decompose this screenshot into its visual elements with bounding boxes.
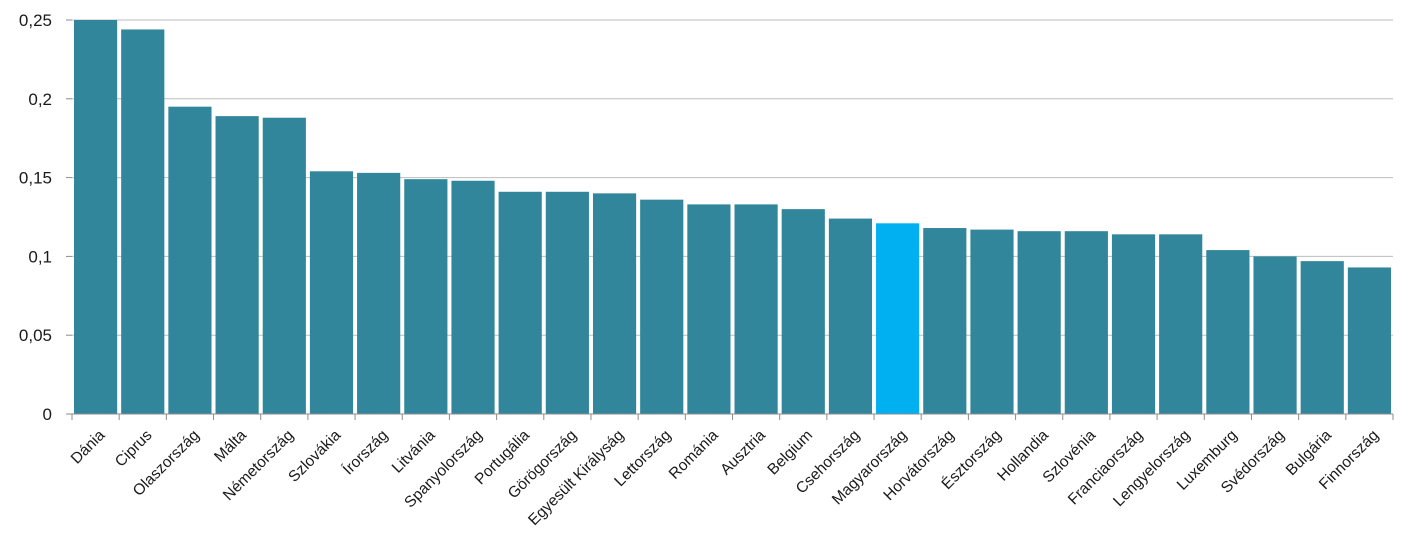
bar (1159, 234, 1203, 414)
bar (1253, 256, 1297, 414)
bar (781, 209, 825, 414)
x-category-label: Szlovákia (285, 427, 344, 486)
bar (215, 116, 259, 415)
bar (734, 204, 778, 414)
bar (592, 193, 637, 414)
bar (498, 191, 542, 414)
bar (545, 191, 589, 414)
y-tick-label: 0,2 (28, 90, 52, 109)
y-tick-label: 0 (43, 405, 52, 424)
bar (451, 180, 495, 414)
x-category-label: Málta (211, 427, 250, 466)
bar (168, 106, 212, 415)
bar (876, 223, 920, 414)
x-category-label: Írország (340, 427, 392, 479)
x-axis (71, 413, 1394, 420)
bar (262, 117, 306, 414)
bar (923, 228, 967, 414)
bar (1206, 250, 1250, 414)
bar (357, 172, 401, 414)
x-category-label: Ausztria (717, 427, 769, 479)
bar (1111, 234, 1156, 414)
bar (404, 179, 448, 414)
bar (687, 204, 731, 414)
bar (828, 218, 873, 414)
x-category-label: Dánia (68, 427, 109, 468)
bars (74, 20, 1391, 415)
bar (121, 29, 165, 415)
x-category-label: Románia (666, 427, 722, 483)
y-tick-label: 0,25 (19, 11, 52, 30)
bar (970, 229, 1014, 414)
bar (1017, 231, 1061, 414)
y-axis-tick-labels: 0 0,05 0,1 0,15 0,2 0,25 (19, 11, 72, 424)
bar (309, 171, 354, 414)
x-category-label: Ciprus (112, 427, 156, 471)
bar (74, 20, 118, 414)
y-tick-label: 0,1 (28, 247, 52, 266)
bar (1064, 231, 1108, 414)
y-tick-label: 0,15 (19, 169, 52, 188)
bar (1300, 261, 1344, 414)
bar (640, 199, 684, 414)
y-tick-label: 0,05 (19, 326, 52, 345)
bar (1347, 267, 1391, 414)
